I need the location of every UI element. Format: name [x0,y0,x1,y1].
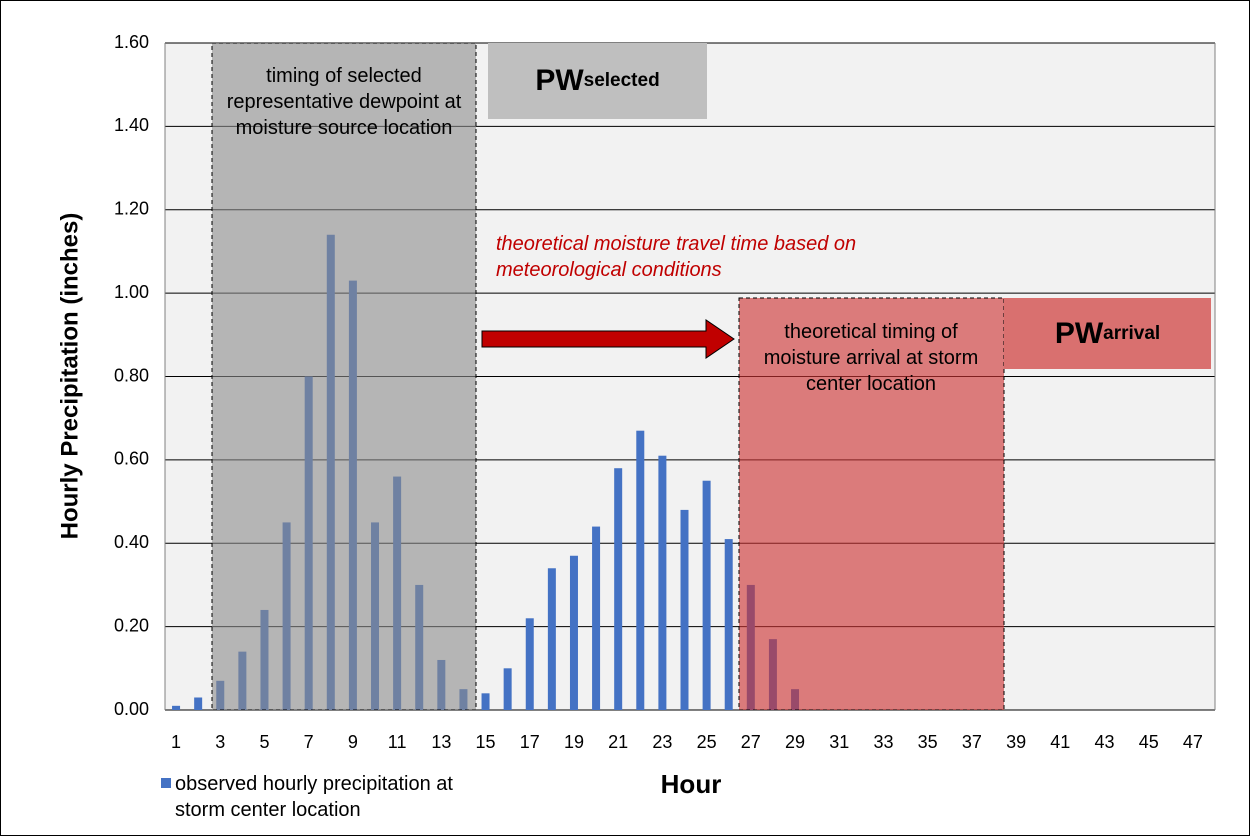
y-tick-label: 0.40 [114,532,149,552]
x-tick-label: 23 [652,732,672,752]
x-tick-label: 47 [1183,732,1203,752]
x-tick-label: 35 [918,732,938,752]
x-tick-label: 19 [564,732,584,752]
x-tick-label: 29 [785,732,805,752]
pw-arrival-label: PW arrival [1004,298,1211,369]
x-tick-label: 3 [215,732,225,752]
bar [525,618,534,710]
legend-swatch [161,778,171,788]
y-tick-label: 1.00 [114,282,149,302]
bar [547,568,556,710]
y-axis-label: Hourly Precipitation (inches) [56,213,83,540]
annotation: theoretical moisture travel time based o… [496,233,857,281]
x-tick-label: 33 [873,732,893,752]
bar [172,705,181,710]
x-tick-label: 41 [1050,732,1070,752]
y-tick-label: 0.80 [114,365,149,385]
x-tick-label: 1 [171,732,181,752]
annotation: timing of selected representative dewpoi… [226,65,462,139]
x-tick-label: 7 [304,732,314,752]
x-tick-label: 39 [1006,732,1026,752]
y-tick-label: 1.40 [114,115,149,135]
pw-main: PW [535,64,584,97]
pw-selected-label: PW selected [488,43,707,119]
arrival-window [738,297,1005,711]
bar [636,430,645,710]
annotation: theoretical timing of moisture arrival a… [763,321,979,395]
bar [614,468,623,710]
travel-arrow [481,319,735,359]
y-tick-label: 1.20 [114,199,149,219]
legend: observed hourly precipitation at storm c… [161,771,475,823]
selected-window [211,42,477,711]
x-tick-label: 5 [259,732,269,752]
pw-main: PW [1054,316,1104,350]
y-tick-label: 0.20 [114,615,149,635]
legend-label: observed hourly precipitation at storm c… [175,773,453,821]
x-tick-label: 11 [388,732,407,752]
bar [194,697,203,710]
bar [569,555,578,710]
x-tick-label: 27 [741,732,761,752]
bar [503,668,512,710]
bar [702,480,711,710]
x-tick-label: 45 [1139,732,1159,752]
x-tick-label: 9 [348,732,358,752]
y-tick-label: 0.60 [114,449,149,469]
pw-sub: selected [583,70,660,91]
bar [658,455,667,710]
pw-sub: arrival [1103,322,1161,344]
bar [592,526,601,710]
x-tick-label: 13 [431,732,451,752]
x-tick-label: 25 [697,732,717,752]
x-tick-label: 31 [829,732,849,752]
x-tick-label: 21 [608,732,628,752]
bar [724,539,733,710]
bar [680,509,689,710]
y-tick-label: 1.60 [114,32,149,52]
x-axis-label: Hour [661,769,722,799]
x-tick-label: 37 [962,732,982,752]
x-tick-label: 43 [1095,732,1115,752]
y-tick-label: 0.00 [114,699,149,719]
bar [481,693,490,710]
x-tick-label: 17 [520,732,540,752]
x-tick-label: 15 [476,732,496,752]
